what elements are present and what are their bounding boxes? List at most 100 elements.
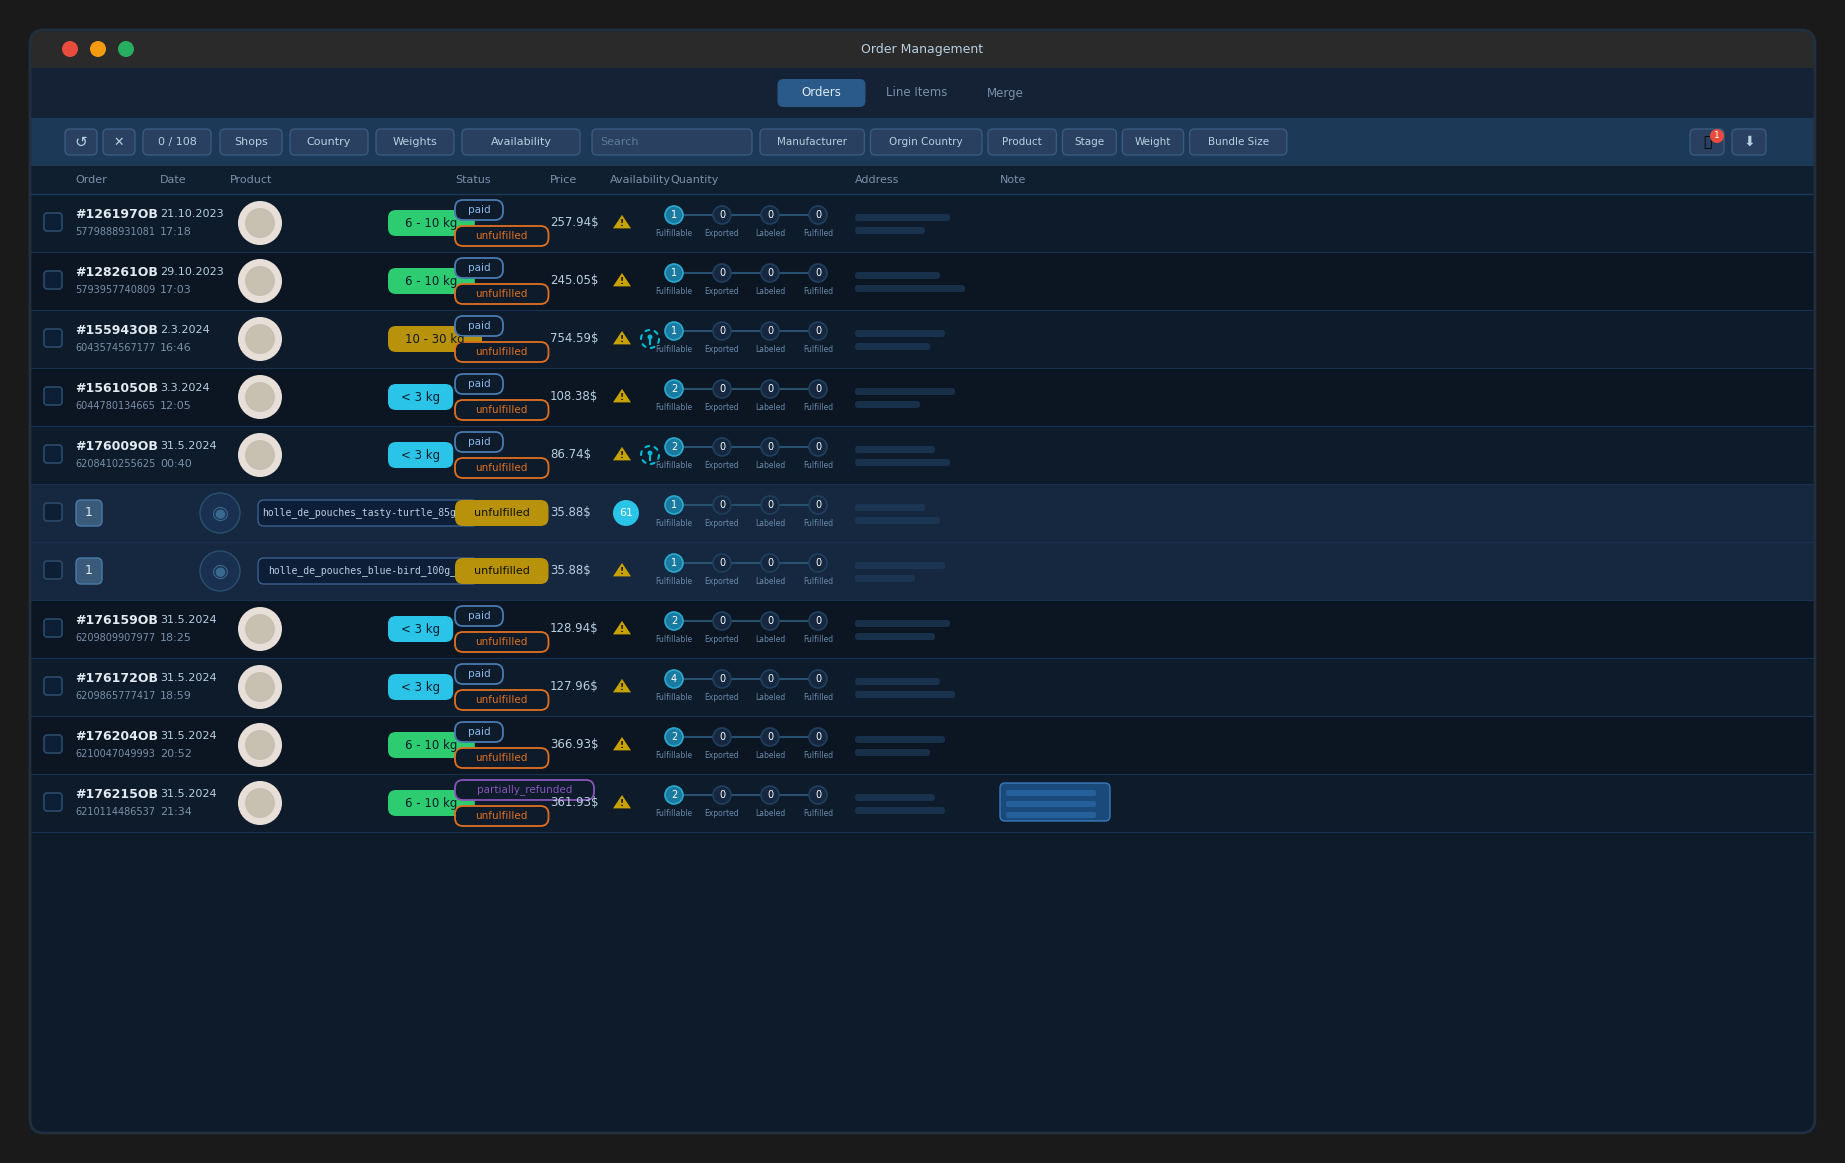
- FancyBboxPatch shape: [461, 129, 579, 155]
- Text: 6210047049993: 6210047049993: [76, 749, 155, 759]
- Text: 31.5.2024: 31.5.2024: [161, 732, 216, 741]
- Text: unfulfilled: unfulfilled: [474, 508, 530, 518]
- Text: Exported: Exported: [705, 286, 740, 295]
- FancyBboxPatch shape: [456, 558, 548, 584]
- Text: 0: 0: [720, 675, 725, 684]
- Circle shape: [238, 317, 282, 361]
- Text: Labeled: Labeled: [755, 635, 786, 643]
- Text: 17:03: 17:03: [161, 285, 192, 295]
- Circle shape: [760, 322, 779, 340]
- FancyBboxPatch shape: [854, 691, 956, 698]
- FancyBboxPatch shape: [456, 458, 548, 478]
- Text: 18:59: 18:59: [161, 691, 192, 701]
- Circle shape: [712, 206, 731, 224]
- Circle shape: [664, 495, 683, 514]
- Text: 0: 0: [815, 267, 821, 278]
- FancyBboxPatch shape: [777, 79, 865, 107]
- Text: 257.94$: 257.94$: [550, 216, 598, 229]
- Bar: [30, 658, 1815, 716]
- Circle shape: [808, 206, 827, 224]
- Text: < 3 kg: < 3 kg: [400, 449, 441, 462]
- FancyBboxPatch shape: [290, 129, 367, 155]
- Bar: [30, 44, 1815, 67]
- FancyBboxPatch shape: [76, 500, 101, 526]
- Text: 0: 0: [720, 732, 725, 742]
- FancyBboxPatch shape: [854, 227, 924, 234]
- Text: Labeled: Labeled: [755, 692, 786, 701]
- FancyBboxPatch shape: [44, 387, 63, 405]
- FancyBboxPatch shape: [387, 326, 482, 352]
- FancyBboxPatch shape: [854, 504, 924, 511]
- Text: 0: 0: [768, 267, 773, 278]
- FancyBboxPatch shape: [103, 129, 135, 155]
- Text: paid: paid: [467, 727, 491, 737]
- Text: Labeled: Labeled: [755, 344, 786, 354]
- FancyBboxPatch shape: [854, 575, 915, 582]
- Text: 0: 0: [768, 790, 773, 800]
- Text: Manufacturer: Manufacturer: [777, 137, 847, 147]
- Circle shape: [118, 41, 135, 57]
- Polygon shape: [613, 737, 631, 750]
- Text: 0: 0: [815, 732, 821, 742]
- Text: Labeled: Labeled: [755, 286, 786, 295]
- Circle shape: [238, 665, 282, 709]
- Text: Fulfillable: Fulfillable: [655, 808, 692, 818]
- Circle shape: [238, 723, 282, 768]
- Text: 0: 0: [815, 675, 821, 684]
- Circle shape: [808, 728, 827, 745]
- Circle shape: [238, 259, 282, 304]
- FancyBboxPatch shape: [854, 620, 950, 627]
- Text: 61: 61: [620, 508, 633, 518]
- Circle shape: [712, 264, 731, 281]
- Text: #126197OB: #126197OB: [76, 207, 159, 221]
- Circle shape: [712, 554, 731, 572]
- Circle shape: [238, 782, 282, 825]
- Circle shape: [648, 335, 653, 340]
- Circle shape: [245, 614, 275, 644]
- Text: 5779888931081: 5779888931081: [76, 227, 155, 237]
- Text: !: !: [620, 335, 624, 344]
- FancyBboxPatch shape: [456, 342, 548, 362]
- Text: 0: 0: [720, 267, 725, 278]
- Text: 0: 0: [720, 616, 725, 626]
- FancyBboxPatch shape: [456, 806, 548, 826]
- Bar: [30, 484, 1815, 542]
- Circle shape: [760, 786, 779, 804]
- Text: 0: 0: [768, 442, 773, 452]
- FancyBboxPatch shape: [456, 200, 504, 220]
- Text: #176172OB: #176172OB: [76, 671, 159, 685]
- Text: unfulfilled: unfulfilled: [476, 405, 528, 415]
- Text: Fulfillable: Fulfillable: [655, 286, 692, 295]
- Text: Fulfilled: Fulfilled: [803, 286, 834, 295]
- Text: Search: Search: [600, 137, 638, 147]
- Text: 6 - 10 kg: 6 - 10 kg: [406, 216, 458, 229]
- Circle shape: [63, 41, 77, 57]
- FancyBboxPatch shape: [989, 129, 1057, 155]
- Text: paid: paid: [467, 611, 491, 621]
- Text: unfulfilled: unfulfilled: [476, 231, 528, 241]
- Circle shape: [245, 266, 275, 297]
- Text: 31.5.2024: 31.5.2024: [161, 441, 216, 451]
- Text: Status: Status: [456, 174, 491, 185]
- Text: Exported: Exported: [705, 519, 740, 528]
- Circle shape: [245, 208, 275, 238]
- Text: #128261OB: #128261OB: [76, 265, 159, 278]
- Text: !: !: [620, 219, 624, 228]
- Circle shape: [808, 322, 827, 340]
- FancyBboxPatch shape: [44, 213, 63, 231]
- Circle shape: [664, 728, 683, 745]
- Text: Labeled: Labeled: [755, 228, 786, 237]
- Text: Fulfilled: Fulfilled: [803, 228, 834, 237]
- Polygon shape: [613, 621, 631, 634]
- Text: Orders: Orders: [801, 86, 841, 100]
- Text: 0: 0: [815, 790, 821, 800]
- FancyBboxPatch shape: [456, 500, 548, 526]
- Text: 31.5.2024: 31.5.2024: [161, 789, 216, 799]
- Circle shape: [808, 554, 827, 572]
- Text: 20:52: 20:52: [161, 749, 192, 759]
- FancyBboxPatch shape: [387, 732, 474, 758]
- Text: Date: Date: [161, 174, 186, 185]
- Text: Quantity: Quantity: [670, 174, 718, 185]
- Text: unfulfilled: unfulfilled: [476, 752, 528, 763]
- Circle shape: [90, 41, 105, 57]
